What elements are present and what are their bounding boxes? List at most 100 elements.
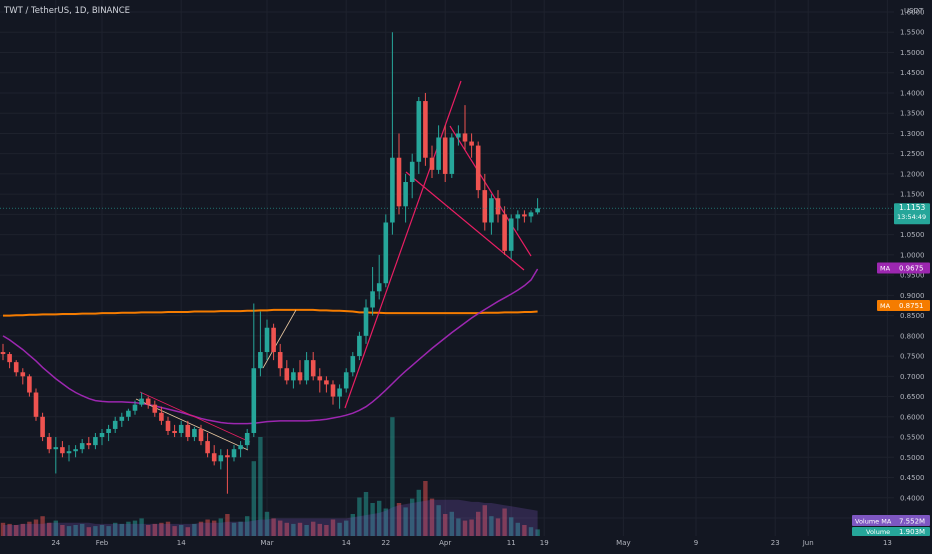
- volume-bar: [528, 527, 534, 536]
- volume-bar: [231, 522, 237, 536]
- volume-ma-label: Volume MA: [855, 518, 892, 526]
- volume-bar: [363, 492, 369, 536]
- time-tick-label: 19: [540, 539, 549, 547]
- ma-slow-line: [3, 308, 538, 317]
- candle-body: [238, 445, 243, 450]
- moving-averages: [2, 268, 539, 425]
- price-tick-label: 1.1500: [900, 191, 925, 199]
- candle-body: [126, 410, 131, 417]
- price-tick-label: 0.6000: [900, 413, 925, 421]
- price-tick-label: 1.2500: [900, 150, 925, 158]
- volume-bar: [410, 498, 415, 536]
- time-tick-label: 14: [177, 539, 186, 547]
- volume-bar: [238, 521, 243, 536]
- volume-value: 1.903M: [899, 528, 925, 536]
- candle-body: [383, 222, 389, 284]
- volume-bar: [423, 481, 428, 536]
- price-tick-label: 0.4000: [900, 494, 925, 502]
- trendline-feb-b: [139, 391, 251, 443]
- volume-ma-area: [3, 499, 538, 536]
- candle-body: [350, 356, 356, 373]
- volume-bar: [515, 522, 520, 536]
- candle-body: [185, 424, 191, 438]
- volume-bar: [165, 521, 171, 536]
- volume-bar: [535, 529, 540, 536]
- time-tick-label: Jun: [802, 539, 814, 547]
- price-tick-label: 1.3500: [900, 110, 925, 118]
- volume-bar: [416, 489, 421, 536]
- candle-body: [40, 416, 45, 438]
- price-tick-label: 1.5500: [900, 29, 925, 37]
- volume-bar: [509, 517, 514, 536]
- candle-body: [304, 360, 309, 381]
- volume-bar: [0, 522, 6, 536]
- time-tick-label: Feb: [96, 539, 109, 547]
- volume-bar: [212, 520, 217, 536]
- volume-bar: [350, 514, 355, 536]
- candle-body: [231, 449, 237, 458]
- candle-body: [159, 412, 164, 421]
- ma-fast-label: MA: [880, 265, 891, 273]
- time-tick-label: 9: [694, 539, 698, 547]
- candle-body: [192, 428, 197, 438]
- volume-bars: [0, 417, 540, 536]
- volume-bar: [278, 520, 283, 536]
- volume-bar: [324, 525, 329, 536]
- price-tick-label: 0.7500: [900, 353, 925, 361]
- volume-bar: [377, 500, 382, 536]
- price-tick-label: 0.5000: [900, 454, 925, 462]
- volume-bar: [192, 523, 197, 536]
- volume-bar: [476, 511, 481, 536]
- time-tick-label: 13: [883, 539, 892, 547]
- volume-bar: [462, 520, 468, 536]
- candle-body: [178, 424, 184, 433]
- volume-bar: [317, 523, 322, 536]
- countdown-value: 13:54:49: [897, 213, 926, 221]
- candle-body: [495, 198, 501, 215]
- volume-bar: [245, 516, 250, 536]
- candle-body: [277, 352, 283, 369]
- time-tick-label: 14: [342, 539, 351, 547]
- candle-body: [119, 416, 125, 421]
- volume-bar: [73, 525, 78, 536]
- price-tick-label: 0.9000: [900, 292, 925, 300]
- candle-body: [13, 362, 19, 373]
- current-price-value: 1.1153: [899, 203, 925, 212]
- volume-bar: [139, 518, 144, 536]
- candle-body: [337, 388, 342, 397]
- volume-bar: [489, 516, 494, 536]
- volume-bar: [80, 523, 85, 536]
- candle-body: [264, 327, 270, 353]
- candle-body: [390, 157, 395, 223]
- time-axis[interactable]: 24 Feb 14 Mar 14 22 Apr 11 19 May 9 23 Jun 13: [51, 539, 892, 547]
- candle-body: [423, 101, 428, 158]
- candle-body: [317, 376, 323, 381]
- candle-body: [139, 398, 144, 405]
- price-tick-label: 1.5000: [900, 49, 925, 57]
- volume-bar: [495, 518, 501, 536]
- candle-body: [46, 437, 52, 450]
- volume-bar: [522, 525, 527, 536]
- candle-body: [456, 133, 461, 138]
- price-tick-label: 1.3000: [900, 130, 925, 138]
- volume-bar: [225, 514, 230, 536]
- candle-body: [376, 283, 382, 292]
- volume-bar: [93, 526, 98, 536]
- candle-body: [396, 157, 402, 207]
- volume-bar: [449, 511, 454, 536]
- price-tick-label: 1.0500: [900, 231, 925, 239]
- candle-body: [310, 360, 316, 377]
- trendlines: [135, 80, 532, 451]
- volume-bar: [86, 527, 91, 536]
- candle-body: [86, 443, 92, 446]
- candle-body: [528, 212, 534, 217]
- volume-bar: [251, 461, 256, 536]
- candle-body: [20, 372, 26, 377]
- candle-body: [469, 141, 474, 146]
- candle-body: [482, 190, 488, 223]
- candle-body: [258, 352, 263, 369]
- price-tick-label: 1.2000: [900, 170, 925, 178]
- volume-bar: [126, 521, 131, 536]
